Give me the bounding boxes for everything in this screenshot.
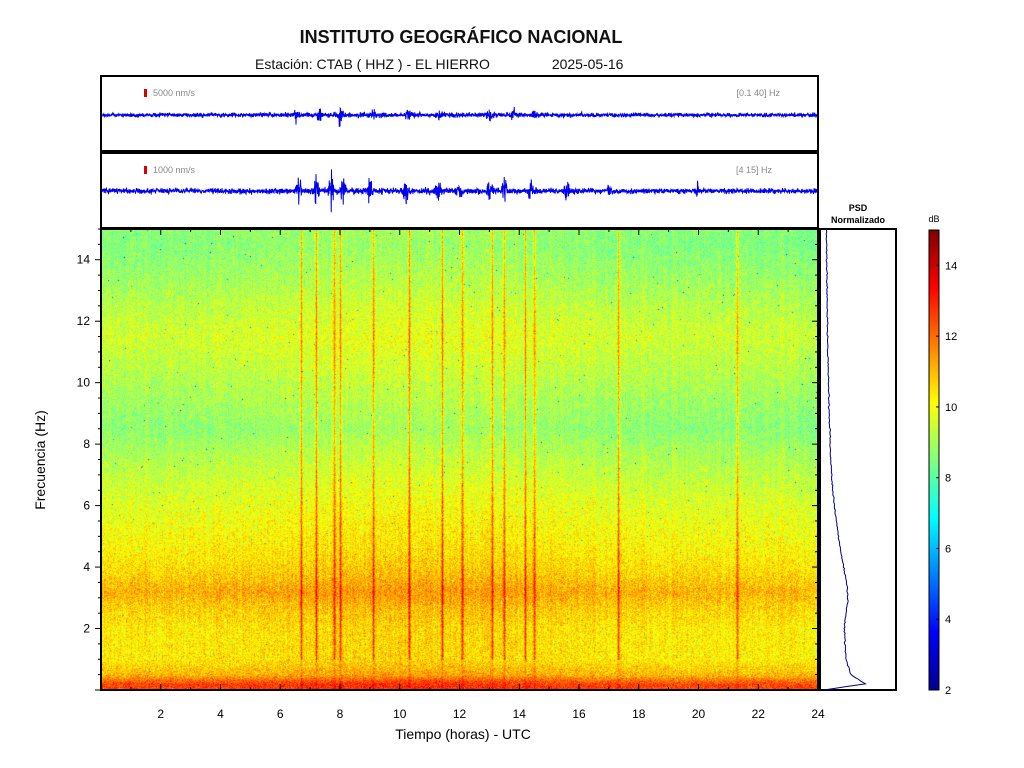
y-tick-label: 6 [83,499,90,513]
x-tick-label: 16 [572,707,586,721]
y-tick-label: 14 [77,253,91,267]
y-tick-label: 2 [83,622,90,636]
y-tick-label: 4 [83,560,90,574]
scale-label-2: 1000 nm/s [153,165,196,175]
colorbar-ticks: 2 4 6 8 10 12 14 [936,260,957,697]
station-name: CTAB ( HHZ ) - EL HIERRO [316,56,490,72]
scale-label-1: 5000 nm/s [153,88,196,98]
psd-frame [819,228,897,691]
psd-panel: PSD Normalizado [819,203,897,691]
colorbar-label: dB [928,214,939,224]
page-title: INSTITUTO GEOGRÁFICO NACIONAL [299,27,623,47]
colorbar-tick-label: 2 [945,685,951,697]
scale-marker-2 [144,166,147,174]
station-line: Estación: CTAB ( HHZ ) - EL HIERRO 2025-… [255,56,623,72]
x-tick-label: 2 [157,707,164,721]
colorbar-tick-label: 8 [945,473,951,485]
x-tick-label: 4 [217,707,224,721]
x-tick-label: 12 [453,707,467,721]
colorbar-tick-label: 14 [945,260,957,272]
seismogram-panel-filtered: 1000 nm/s [4 15] Hz [100,152,819,229]
x-tick-label: 8 [337,707,344,721]
colorbar-tick-label: 10 [945,402,957,414]
y-axis-label: Frecuencia (Hz) [32,410,48,510]
psd-title-line-1: PSD [849,203,868,213]
trace-line-1 [101,106,818,128]
station-label: Estación: [255,56,313,72]
seismogram-panel-broadband: 5000 nm/s [0.1 40] Hz [100,75,819,152]
filter-label-2: [4 15] Hz [736,165,773,175]
x-tick-label: 6 [277,707,284,721]
scale-marker-1 [144,89,147,97]
colorbar-tick-label: 12 [945,331,957,343]
y-tick-label: 10 [77,376,91,390]
x-tick-label: 22 [752,707,766,721]
x-tick-label: 18 [632,707,646,721]
x-tick-label: 10 [393,707,407,721]
colorbar-tick-label: 6 [945,543,951,555]
trace-line-2 [101,169,818,213]
psd-title-line-2: Normalizado [831,215,886,225]
x-axis-label: Tiempo (horas) - UTC [395,726,531,742]
psd-curve [823,228,867,691]
x-tick-label: 24 [811,707,825,721]
colorbar-tick-label: 4 [945,614,951,626]
colorbar-gradient [928,229,940,691]
x-tick-label: 20 [692,707,706,721]
x-tick-label: 14 [513,707,527,721]
spectrogram-image [101,229,818,690]
y-tick-label: 12 [77,314,91,328]
y-tick-label: 8 [83,437,90,451]
filter-label-1: [0.1 40] Hz [736,88,780,98]
colorbar: dB 2 4 6 8 10 12 14 [928,214,957,697]
date-label: 2025-05-16 [551,56,624,72]
